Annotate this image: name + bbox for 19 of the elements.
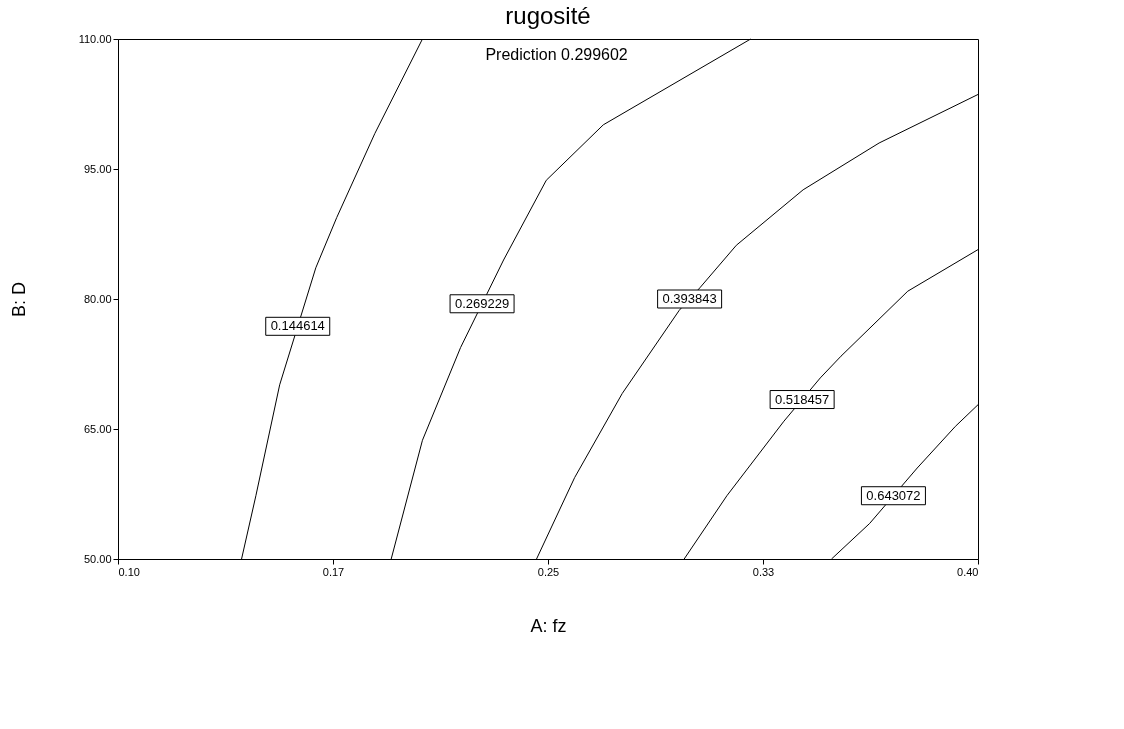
x-tick-label: 0.33 <box>752 565 775 578</box>
x-tick-label: 0.25 <box>537 565 560 578</box>
y-tick-label: 65.00 <box>83 422 112 435</box>
y-axis-title: B: D <box>8 281 29 318</box>
y-tick-label: 95.00 <box>83 162 112 175</box>
series-label: 0.643072 <box>866 487 921 503</box>
series-label: 0.518457 <box>775 391 830 407</box>
y-tick-label: 50.00 <box>83 552 112 565</box>
chart-title: rugosité <box>505 2 591 29</box>
annotation: Prediction 0.299602 <box>485 46 628 63</box>
y-tick-label: 110.00 <box>78 32 112 45</box>
x-axis-title: A: fz <box>530 615 567 636</box>
x-tick-label: 0.17 <box>322 565 345 578</box>
series-label: 0.393843 <box>662 291 717 306</box>
y-tick-label: 80.00 <box>83 292 112 305</box>
series-label: 0.144614 <box>270 318 325 334</box>
x-tick-label: 0.10 <box>118 565 140 578</box>
x-tick-label: 0.40 <box>957 565 979 578</box>
series-label: 0.269229 <box>454 295 510 311</box>
